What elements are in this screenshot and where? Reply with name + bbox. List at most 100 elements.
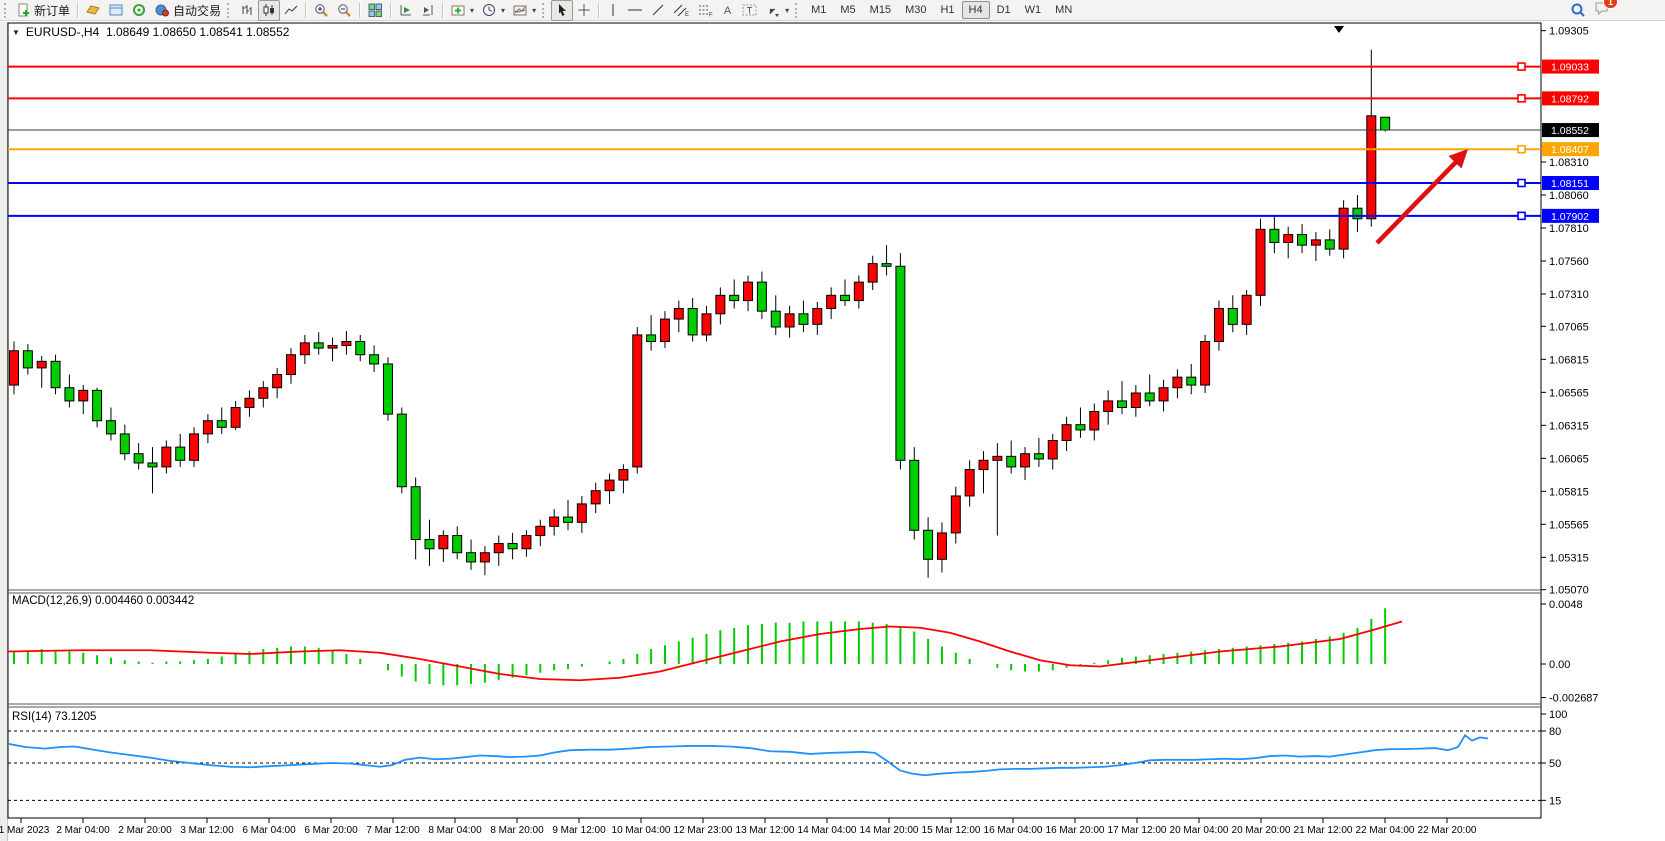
time-axis-label: 10 Mar 04:00 (612, 825, 671, 836)
text-label-tool-button[interactable]: T (738, 0, 762, 21)
candle (1200, 341, 1211, 386)
price-level-handle[interactable] (1517, 62, 1526, 71)
time-axis-label: 2 Mar 04:00 (56, 825, 110, 836)
toolbar-grip[interactable] (227, 2, 232, 18)
vertical-line-tool-button[interactable] (603, 0, 623, 21)
candle (50, 360, 61, 389)
zoom-in-button[interactable] (310, 0, 333, 21)
rsi-label: RSI(14) 73.1205 (12, 711, 96, 723)
candlestick-mode-button[interactable] (258, 0, 281, 21)
candle (507, 542, 518, 550)
cursor-button[interactable] (551, 0, 574, 21)
candle (258, 387, 269, 399)
periods-button[interactable]: ▾ (478, 0, 509, 21)
candle (576, 503, 587, 523)
toolbar-grip[interactable] (542, 2, 547, 18)
price-axis-tick-label: 1.08310 (1549, 157, 1589, 169)
toolbar-grip[interactable] (795, 2, 800, 18)
candle (1089, 410, 1100, 431)
equidistant-channel-tool-button[interactable]: E (669, 0, 693, 21)
candle (78, 389, 89, 402)
trendline-tool-button[interactable] (647, 0, 669, 21)
time-axis-label: 8 Mar 20:00 (490, 825, 544, 836)
time-marker-icon[interactable] (1334, 26, 1344, 33)
candle (64, 387, 75, 402)
svg-text:A: A (724, 5, 732, 17)
horizontal-line-tool-button[interactable] (623, 0, 647, 21)
timeframe-m15-button[interactable]: M15 (869, 4, 892, 16)
timeframe-d1-button[interactable]: D1 (996, 4, 1011, 16)
candle (1310, 239, 1321, 246)
trend-arrow[interactable] (1375, 160, 1458, 245)
candle (590, 490, 601, 505)
timeframe-mn-button[interactable]: MN (1055, 4, 1073, 16)
candle (535, 525, 546, 537)
toolbar-grip[interactable] (4, 2, 9, 18)
candle (466, 552, 477, 563)
text-tool-button[interactable]: A (717, 0, 738, 21)
candle (410, 486, 421, 541)
candle (9, 350, 19, 386)
horizontal-line-icon (627, 3, 643, 17)
indicators-button[interactable]: ▾ (447, 0, 478, 21)
new-order-button[interactable]: 新订单 (13, 0, 74, 21)
arrows-tool-button[interactable]: ▾ (762, 0, 793, 21)
timeframe-h4-button[interactable]: H4 (961, 1, 990, 19)
candle (1269, 228, 1280, 244)
tile-windows-button[interactable] (364, 0, 387, 21)
bar-chart-mode-button[interactable] (236, 0, 258, 21)
candle (1297, 234, 1308, 246)
price-axis-tick-label: 1.08060 (1549, 190, 1589, 202)
timeframe-m1-button[interactable]: M1 (811, 4, 827, 16)
candle (147, 462, 158, 468)
time-axis-label: 16 Mar 04:00 (984, 825, 1043, 836)
price-chart-canvas[interactable]: 1.09305 1.08310 1.08060 1.07810 1.07560 1.073… (0, 22, 1665, 841)
candle (840, 294, 850, 302)
candle (1020, 453, 1031, 468)
timeframe-m30-button[interactable]: M30 (905, 4, 927, 16)
autotrading-icon (155, 3, 170, 17)
price-axis-tick-label: 1.06815 (1549, 354, 1589, 366)
toolbar-separator (305, 2, 308, 18)
timeframe-h1-button[interactable]: H1 (940, 4, 955, 16)
rsi-axis-label: 15 (1549, 795, 1561, 807)
candle (1047, 440, 1058, 460)
templates-button[interactable]: ▾ (509, 0, 540, 21)
fibonacci-tool-button[interactable]: F (693, 0, 717, 21)
time-axis-label: 16 Mar 20:00 (1046, 825, 1105, 836)
current-price-label: 1.08552 (1551, 125, 1589, 137)
navigator-button[interactable] (105, 0, 128, 21)
candle (798, 313, 809, 325)
rsi-axis-label: 80 (1549, 726, 1561, 738)
chevron-down-icon: ▾ (470, 5, 475, 15)
terminal-button[interactable] (128, 0, 151, 21)
candle (563, 516, 573, 523)
autotrading-button[interactable]: 自动交易 (151, 0, 225, 21)
chevron-down-icon[interactable]: ▼ (12, 28, 20, 37)
candle (743, 281, 754, 302)
timeframe-m5-button[interactable]: M5 (840, 4, 856, 16)
notifications-button[interactable]: 1 (1594, 0, 1618, 21)
indicators-icon (451, 3, 466, 17)
chart-shift-button[interactable] (417, 0, 439, 21)
timeframe-w1-button[interactable]: W1 (1024, 4, 1042, 16)
candle (119, 433, 130, 455)
navigator-icon (109, 3, 124, 17)
line-chart-mode-button[interactable] (280, 0, 302, 21)
main-toolbar: 新订单 自动交易 (0, 0, 1665, 21)
price-level-handle[interactable] (1517, 178, 1526, 188)
new-order-icon (17, 3, 31, 17)
price-axis-tick-label: 1.05070 (1549, 585, 1589, 597)
search-icon[interactable] (1570, 2, 1586, 18)
price-level-handle[interactable] (1517, 94, 1526, 103)
price-level-handle[interactable] (1517, 211, 1526, 221)
price-level-label-box (1542, 142, 1599, 157)
chart-ohlc-values: 1.08649 1.08650 1.08541 1.08552 (105, 25, 290, 39)
zoom-out-button[interactable] (333, 0, 356, 21)
market-watch-button[interactable] (82, 0, 105, 21)
trend-arrow-head[interactable] (1448, 149, 1469, 169)
crosshair-button[interactable] (573, 0, 595, 21)
price-level-handle[interactable] (1517, 144, 1526, 154)
candle (1103, 400, 1114, 412)
auto-scroll-button[interactable] (395, 0, 417, 21)
